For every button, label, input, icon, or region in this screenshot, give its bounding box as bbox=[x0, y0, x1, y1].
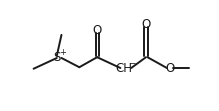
Text: O: O bbox=[165, 62, 175, 75]
Text: +: + bbox=[60, 48, 66, 57]
Text: O: O bbox=[141, 18, 151, 31]
Text: S: S bbox=[53, 52, 60, 64]
Text: −: − bbox=[128, 58, 136, 67]
Text: O: O bbox=[92, 24, 102, 37]
Text: CH: CH bbox=[115, 62, 132, 75]
